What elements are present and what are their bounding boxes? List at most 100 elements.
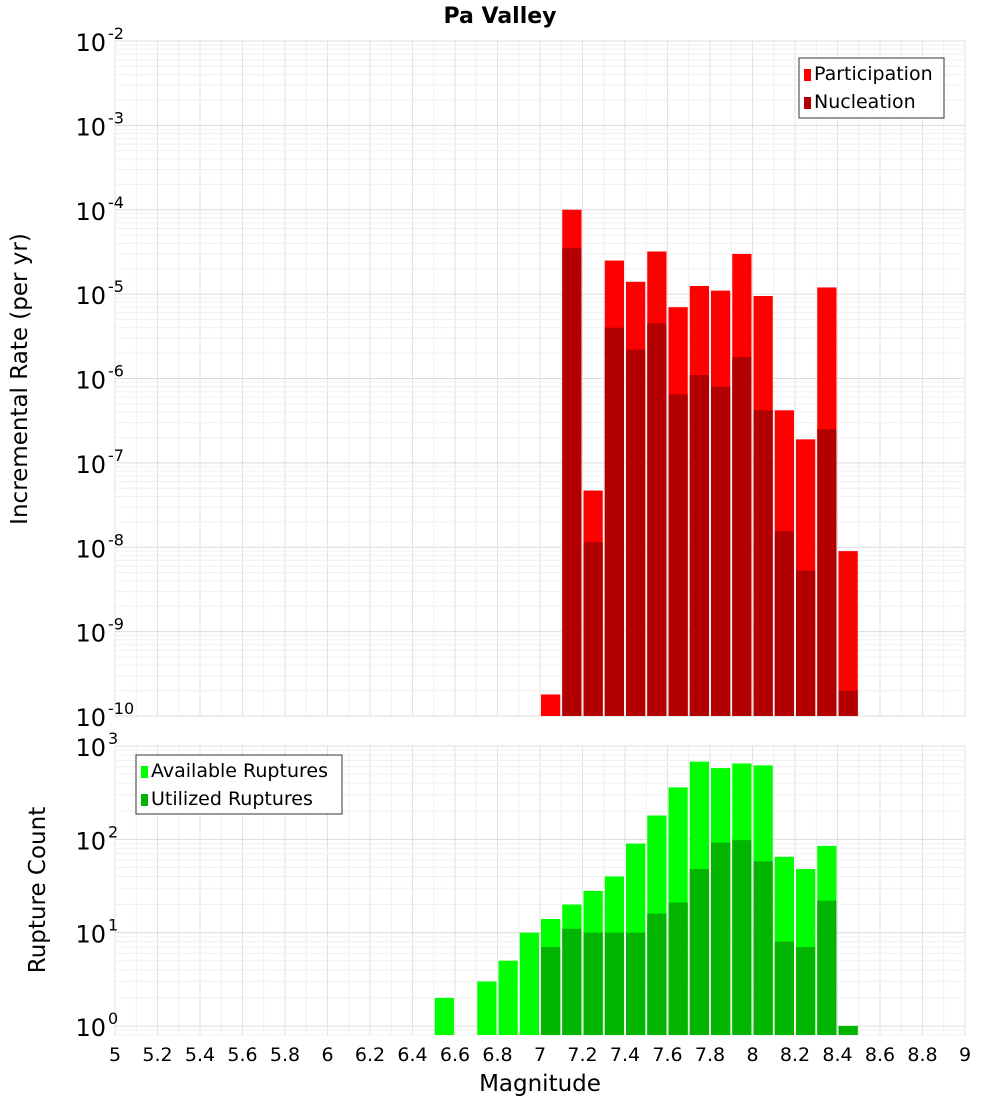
bar-utilized-ruptures — [583, 932, 603, 1035]
bar-utilized-ruptures — [562, 928, 582, 1035]
x-tick-labels: 5 5.2 5.4 5.6 5.8 6 6.2 6.4 6.6 6.8 7 7.2 7.4 7.6 7.8 8… — [109, 1044, 971, 1066]
x-tick-label: 6.6 — [440, 1044, 470, 1066]
legend-swatch — [141, 794, 148, 806]
y-tick-exponent: -4 — [108, 193, 124, 212]
x-tick-label: 5.8 — [270, 1044, 300, 1066]
y-tick-label: 10 — [75, 704, 106, 732]
bar-nucleation — [562, 248, 582, 717]
y-tick-label: 10 — [75, 367, 106, 395]
x-tick-label: 7 — [534, 1044, 546, 1066]
x-tick-label: 5 — [109, 1044, 121, 1066]
y-tick-label: 10 — [75, 734, 106, 762]
bar-utilized-ruptures — [796, 947, 816, 1035]
y-tick-exponent: 3 — [108, 729, 118, 748]
bar-available-ruptures — [477, 981, 497, 1035]
y-tick-label: 10 — [75, 827, 106, 855]
top-legend: Participation Nucleation — [798, 57, 945, 119]
y-tick-exponent: -6 — [108, 362, 124, 381]
x-tick-label: 9 — [959, 1044, 971, 1066]
x-tick-label: 6 — [321, 1044, 333, 1066]
bottom-legend: Available Ruptures Utilized Ruptures — [135, 754, 343, 815]
x-tick-label: 8.4 — [822, 1044, 852, 1066]
bar-available-ruptures — [519, 932, 539, 1035]
x-tick-label: 7.4 — [610, 1044, 640, 1066]
top-grid — [114, 40, 966, 717]
legend-swatch — [804, 97, 811, 109]
x-tick-label: 7.2 — [567, 1044, 597, 1066]
x-tick-label: 6.8 — [482, 1044, 512, 1066]
chart-title: Pa Valley — [443, 4, 556, 29]
bar-nucleation — [604, 327, 624, 716]
legend-swatch — [804, 69, 811, 81]
bar-nucleation — [753, 410, 773, 716]
y-tick-exponent: -9 — [108, 615, 124, 634]
bar-nucleation — [711, 386, 731, 716]
bar-utilized-ruptures — [711, 842, 731, 1035]
legend-label: Participation — [814, 63, 933, 85]
bar-utilized-ruptures — [604, 932, 624, 1035]
bar-utilized-ruptures — [668, 902, 688, 1035]
y-tick-label: 10 — [75, 620, 106, 648]
y-tick-exponent: -8 — [108, 530, 124, 549]
y-tick-exponent: -10 — [108, 699, 134, 718]
bottom-y-axis-label: Rupture Count — [25, 807, 51, 973]
bar-nucleation — [626, 349, 646, 716]
x-tick-label: 6.2 — [355, 1044, 385, 1066]
top-bars — [541, 209, 858, 717]
bar-nucleation — [838, 690, 858, 716]
bar-nucleation — [817, 429, 837, 716]
x-tick-label: 8.6 — [865, 1044, 895, 1066]
x-tick-label: 8.8 — [907, 1044, 937, 1066]
bar-nucleation — [647, 323, 667, 716]
bar-utilized-ruptures — [541, 947, 561, 1035]
bar-participation — [838, 551, 858, 716]
y-tick-exponent: -7 — [108, 446, 124, 465]
legend-swatch — [141, 766, 148, 778]
legend-label: Available Ruptures — [151, 760, 328, 782]
y-tick-exponent: 2 — [108, 822, 118, 841]
x-tick-label: 8.2 — [780, 1044, 810, 1066]
bar-nucleation — [668, 394, 688, 716]
legend-box — [798, 57, 945, 119]
bar-utilized-ruptures — [817, 900, 837, 1035]
y-tick-exponent: -5 — [108, 277, 124, 296]
y-tick-label: 10 — [75, 282, 106, 310]
y-tick-label: 10 — [75, 113, 106, 141]
y-tick-label: 10 — [75, 29, 106, 57]
bar-utilized-ruptures — [774, 941, 794, 1035]
x-tick-label: 7.6 — [652, 1044, 682, 1066]
x-tick-label: 5.6 — [227, 1044, 257, 1066]
y-tick-exponent: 0 — [108, 1009, 118, 1028]
y-tick-exponent: -2 — [108, 24, 124, 43]
x-tick-label: 5.4 — [185, 1044, 215, 1066]
bar-nucleation — [796, 570, 816, 716]
y-tick-exponent: -3 — [108, 108, 124, 127]
bar-utilized-ruptures — [689, 869, 709, 1035]
y-tick-label: 10 — [75, 1014, 106, 1042]
bar-available-ruptures — [434, 997, 454, 1035]
bar-utilized-ruptures — [838, 1025, 858, 1035]
bar-utilized-ruptures — [626, 932, 646, 1035]
top-y-axis-label: Incremental Rate (per yr) — [7, 233, 33, 525]
y-tick-label: 10 — [75, 535, 106, 563]
bar-nucleation — [689, 375, 709, 716]
bar-utilized-ruptures — [753, 861, 773, 1035]
x-tick-label: 8 — [746, 1044, 758, 1066]
bar-participation — [541, 694, 561, 716]
y-tick-label: 10 — [75, 921, 106, 949]
bar-nucleation — [774, 531, 794, 716]
y-tick-exponent: 1 — [108, 916, 118, 935]
legend-label: Utilized Ruptures — [151, 788, 313, 810]
bar-available-ruptures — [498, 960, 518, 1035]
y-tick-label: 10 — [75, 451, 106, 479]
y-tick-label: 10 — [75, 198, 106, 226]
bottom-bars — [434, 761, 858, 1035]
bar-utilized-ruptures — [647, 913, 667, 1035]
bar-utilized-ruptures — [732, 840, 752, 1035]
legend-label: Nucleation — [814, 91, 916, 113]
